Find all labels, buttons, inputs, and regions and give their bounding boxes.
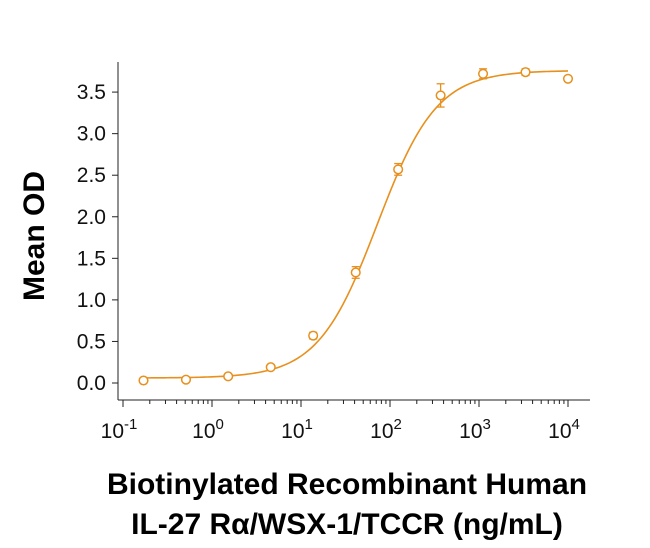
x-tick-label: 104 bbox=[548, 416, 580, 443]
x-tick-label: 10-1 bbox=[101, 416, 138, 443]
data-point bbox=[520, 67, 531, 78]
data-point bbox=[478, 68, 489, 80]
x-axis-title-line-1: Biotinylated Recombinant Human bbox=[107, 468, 587, 501]
x-axis-title-line-2: IL-27 Rα/WSX-1/TCCR (ng/mL) bbox=[131, 508, 563, 541]
data-point bbox=[350, 265, 361, 279]
data-point-marker bbox=[562, 73, 574, 84]
x-tick-label: 100 bbox=[192, 416, 224, 443]
data-point bbox=[393, 162, 404, 176]
y-tick-label: 2.5 bbox=[77, 164, 106, 187]
y-tick-label: 0.5 bbox=[77, 330, 106, 353]
fit-curve bbox=[143, 70, 569, 379]
data-point bbox=[180, 374, 192, 385]
data-point bbox=[308, 330, 319, 341]
x-tick-label: 101 bbox=[281, 416, 313, 443]
x-tick-label: 103 bbox=[459, 416, 491, 443]
y-tick-label: 1.5 bbox=[77, 247, 106, 270]
y-tick-label: 3.0 bbox=[77, 123, 106, 146]
data-points bbox=[138, 67, 574, 386]
y-axis-title: Mean OD bbox=[18, 171, 51, 301]
x-tick-label: 102 bbox=[370, 416, 402, 443]
data-point-marker bbox=[435, 90, 446, 101]
data-point-marker bbox=[223, 371, 234, 382]
data-point-marker bbox=[180, 374, 192, 385]
y-tick-label: 3.5 bbox=[77, 81, 106, 104]
data-point-marker bbox=[478, 68, 489, 79]
data-point bbox=[138, 375, 149, 386]
y-tick-label: 0.0 bbox=[77, 372, 106, 395]
data-point-marker bbox=[308, 330, 319, 341]
data-point-marker bbox=[265, 362, 276, 373]
data-point-marker bbox=[520, 67, 531, 78]
data-point bbox=[435, 83, 446, 108]
y-ticks: 0.0 0.5 1.0 1.5 2.0 2.5 3.0 3.5 bbox=[77, 81, 118, 395]
x-ticks: 10-1 100 101 102 103 104 bbox=[101, 400, 580, 443]
data-point-marker bbox=[138, 375, 149, 386]
y-tick-label: 1.0 bbox=[77, 289, 106, 312]
axes bbox=[117, 62, 590, 401]
data-point-marker bbox=[393, 164, 404, 175]
data-point bbox=[223, 371, 234, 382]
data-point-marker bbox=[350, 267, 361, 278]
data-point bbox=[265, 362, 276, 373]
y-tick-label: 2.0 bbox=[77, 206, 106, 229]
data-point bbox=[562, 73, 574, 84]
